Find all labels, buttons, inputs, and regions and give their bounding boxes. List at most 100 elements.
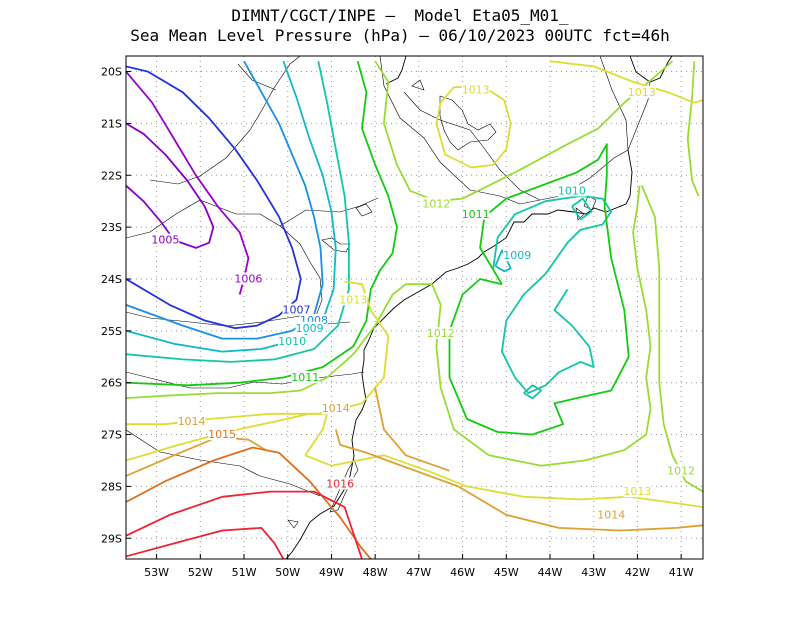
lon-tick-label: 50W: [275, 566, 300, 579]
isobar-label-1005: 1005: [151, 234, 179, 247]
isobar-label-bg: [151, 233, 180, 246]
isobar-label-1015: 1015: [208, 428, 236, 441]
isobar-1010: [126, 61, 350, 363]
grid-lines: [126, 56, 703, 559]
axis-ticks: 53W 52W 51W 50W 49W 48W 47W 46W 45W 44W 43W 42W 41W 2…: [101, 66, 694, 579]
isobar-label-bg: [326, 477, 355, 490]
isobar-label-bg: [234, 272, 263, 285]
lat-tick-label: 28S: [101, 480, 122, 493]
isobar-1006: [126, 71, 250, 295]
isobar-label-1011: 1011: [462, 208, 490, 221]
lon-tick-label: 46W: [450, 566, 475, 579]
isobar-labels: 1005100610071008100910101009101010111011…: [151, 83, 696, 522]
isobar-label-1009: 1009: [296, 322, 324, 335]
isobar-1009: [494, 249, 512, 273]
isobar-label-bg: [208, 428, 237, 441]
isobar-label-1014: 1014: [322, 402, 350, 415]
lat-tick-label: 23S: [101, 221, 122, 234]
lon-tick-label: 52W: [188, 566, 213, 579]
isobar-1010: [571, 197, 593, 221]
isobar-1013: [304, 454, 703, 508]
isobar-label-1006: 1006: [234, 273, 262, 286]
isobar-1012: [640, 185, 703, 493]
isobar-1010: [523, 384, 543, 400]
lat-tick-label: 26S: [101, 377, 122, 390]
lon-tick-label: 43W: [581, 566, 606, 579]
isobar-1014: [126, 436, 267, 477]
isobar-1011: [448, 143, 630, 436]
isobar-label-1014: 1014: [178, 415, 206, 428]
isobar-1016: [126, 527, 285, 559]
lat-tick-label: 25S: [101, 325, 122, 338]
isobar-label-1013: 1013: [623, 485, 651, 498]
isobar-label-1012: 1012: [427, 327, 455, 340]
isobar-label-bg: [623, 485, 652, 498]
isobar-1012: [126, 185, 652, 467]
isobar-1009: [126, 60, 337, 353]
water-bodies: [321, 79, 597, 253]
isobar-label-bg: [667, 464, 696, 477]
isobar-1015: [126, 446, 372, 559]
isobar-label-bg: [426, 327, 455, 340]
chart-title-line1: DIMNT/CGCT/INPE – Model Eta05_M01_: [231, 6, 569, 25]
lat-tick-label: 22S: [101, 169, 122, 182]
isobar-label-bg: [295, 321, 324, 334]
isobar-label-1013: 1013: [628, 86, 656, 99]
isobar-1013: [435, 86, 512, 169]
isobar-1011: [126, 60, 398, 387]
isobar-label-bg: [627, 85, 656, 98]
isobar-label-1016: 1016: [326, 477, 354, 490]
lat-tick-label: 20S: [101, 66, 122, 79]
isobar-label-1010: 1010: [278, 335, 306, 348]
coastline: [285, 56, 673, 559]
isobar-label-bg: [461, 83, 490, 96]
coastline-and-borders: [126, 56, 673, 559]
lon-tick-label: 47W: [406, 566, 431, 579]
isobar-label-1012: 1012: [667, 464, 695, 477]
isobar-label-bg: [278, 334, 307, 347]
plot-frame: [125, 55, 704, 560]
isobar-label-1013: 1013: [339, 293, 367, 306]
isobar-label-bg: [177, 415, 206, 428]
chart-title-line2: Sea Mean Level Pressure (hPa) – 06/10/20…: [130, 26, 670, 45]
isobar-label-1007: 1007: [282, 304, 310, 317]
isobar-label-bg: [282, 303, 311, 316]
lon-tick-label: 53W: [144, 566, 169, 579]
isobar-lines: [126, 60, 703, 559]
isobar-label-1009: 1009: [503, 249, 531, 262]
isobar-1008: [126, 60, 324, 340]
lon-tick-label: 44W: [538, 566, 563, 579]
isobar-1005: [126, 122, 215, 249]
isobar-1007: [126, 65, 302, 330]
isobar-1016: [126, 490, 363, 559]
lat-tick-label: 29S: [101, 532, 122, 545]
lon-tick-label: 48W: [363, 566, 388, 579]
lat-tick-label: 27S: [101, 429, 122, 442]
isobar-label-bg: [597, 508, 626, 521]
isobar-1014: [374, 387, 450, 472]
isobar-label-1014: 1014: [597, 509, 625, 522]
lon-tick-label: 41W: [669, 566, 694, 579]
isobar-label-bg: [291, 371, 320, 384]
isobar-label-bg: [557, 184, 586, 197]
lat-tick-label: 21S: [101, 117, 122, 130]
isobar-1013: [126, 412, 328, 462]
lat-tick-label: 24S: [101, 273, 122, 286]
isobar-label-bg: [422, 197, 451, 210]
isobar-label-1012: 1012: [422, 197, 450, 210]
isobar-label-bg: [321, 402, 350, 415]
lon-tick-label: 51W: [232, 566, 257, 579]
isobar-1012: [686, 61, 700, 197]
isobar-label-1011: 1011: [291, 371, 319, 384]
isobar-label-bg: [503, 249, 532, 262]
isobar-label-bg: [461, 207, 490, 220]
isobar-1010: [492, 195, 613, 394]
isobar-label-1013: 1013: [462, 83, 490, 96]
lon-tick-label: 45W: [494, 566, 519, 579]
isobar-1012: [374, 60, 673, 203]
lon-tick-label: 49W: [319, 566, 344, 579]
isobar-1014: [334, 429, 703, 532]
isobar-label-1010: 1010: [558, 184, 586, 197]
isobar-label-bg: [339, 293, 368, 306]
